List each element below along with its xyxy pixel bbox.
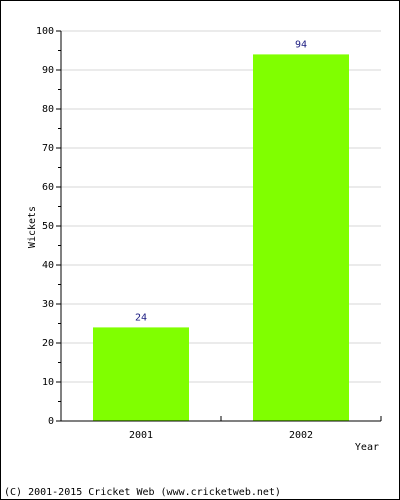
y-tick-label: 60	[42, 182, 54, 193]
y-tick-label: 100	[36, 26, 54, 37]
y-tick-label: 50	[42, 221, 54, 232]
copyright-footer: (C) 2001-2015 Cricket Web (www.cricketwe…	[4, 487, 281, 498]
bar-2002	[253, 54, 349, 422]
x-tick-label: 2002	[289, 430, 313, 441]
y-tick-label: 0	[48, 416, 54, 427]
y-tick-label: 10	[42, 377, 54, 388]
x-axis-label: Year	[355, 442, 379, 453]
y-tick-label: 90	[42, 65, 54, 76]
y-tick-label: 20	[42, 338, 54, 349]
axes	[56, 30, 382, 422]
y-tick-label: 70	[42, 143, 54, 154]
bar-2001	[93, 327, 189, 421]
y-axis-label: Wickets	[27, 206, 38, 248]
y-tick-label: 30	[42, 299, 54, 310]
y-tick-label: 40	[42, 260, 54, 271]
y-tick-label: 80	[42, 104, 54, 115]
labels: 0 10 20 30 40 50 60 70 80 90 100 2001 24 2002 94	[36, 26, 313, 441]
x-tick-label: 2001	[129, 430, 153, 441]
bars	[93, 54, 349, 422]
data-label: 24	[135, 312, 147, 323]
data-label: 94	[295, 39, 307, 50]
